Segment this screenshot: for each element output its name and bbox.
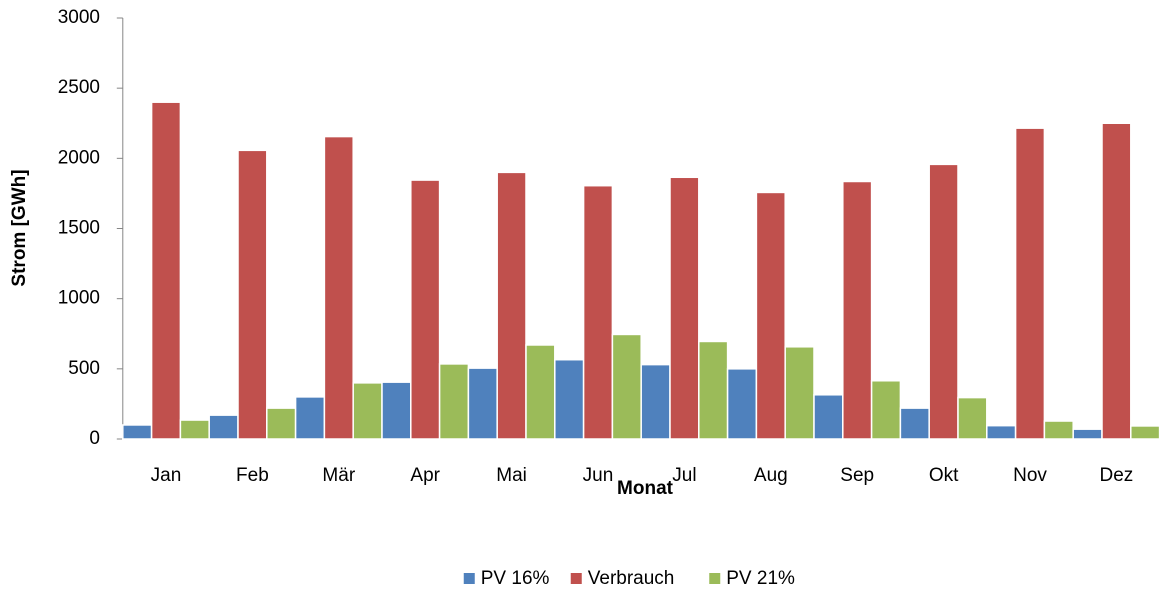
x-tick-label: Mai — [496, 465, 527, 486]
legend-label: PV 16% — [481, 568, 550, 589]
y-tick-label: 2000 — [58, 147, 100, 168]
bar — [525, 344, 556, 440]
bar — [986, 424, 1017, 440]
x-tick-label: Nov — [1013, 465, 1047, 486]
bar — [726, 368, 758, 440]
legend-swatch — [570, 573, 582, 584]
bar — [928, 163, 959, 440]
x-axis-title: Monat — [617, 478, 674, 499]
legend-label: Verbrauch — [588, 568, 675, 589]
bar — [1043, 420, 1074, 440]
y-tick-label: 500 — [68, 358, 100, 379]
x-tick-label: Mär — [322, 465, 355, 486]
bar — [957, 396, 988, 440]
y-axis-title: Strom [GWh] — [9, 169, 30, 286]
x-tick-label: Aug — [754, 465, 788, 486]
y-tick-label: 3000 — [58, 7, 100, 28]
bar — [352, 382, 383, 440]
x-tick-label: Jun — [583, 465, 614, 486]
bar — [467, 367, 498, 440]
legend-swatch — [709, 573, 721, 584]
bar — [1130, 425, 1161, 440]
bar — [496, 171, 527, 440]
y-tick-label: 1500 — [58, 218, 100, 239]
bar — [755, 191, 786, 440]
x-tick-label: Sep — [840, 465, 874, 486]
bar — [698, 340, 729, 440]
y-tick-label: 0 — [89, 428, 100, 449]
bar — [611, 333, 642, 440]
x-tick-label: Apr — [410, 465, 440, 486]
bar — [640, 363, 671, 440]
x-tick-label: Jul — [672, 465, 696, 486]
bar — [237, 149, 268, 440]
bar — [870, 380, 902, 440]
bar — [122, 424, 153, 440]
y-tick-label: 2500 — [58, 77, 100, 98]
bar — [438, 363, 470, 440]
legend-label: PV 21% — [726, 568, 795, 589]
x-tick-label: Okt — [929, 465, 959, 486]
bar — [899, 407, 930, 440]
bar — [150, 101, 182, 440]
bar — [1014, 127, 1046, 440]
legend-swatch — [463, 573, 475, 584]
bar — [784, 346, 815, 440]
bar — [266, 407, 297, 440]
bar — [381, 381, 412, 440]
x-tick-label: Jan — [151, 465, 182, 486]
x-tick-label: Dez — [1100, 465, 1134, 486]
bar — [323, 135, 354, 440]
bar — [669, 176, 700, 440]
y-tick-label: 1000 — [58, 288, 100, 309]
bar — [554, 358, 585, 440]
bar — [813, 394, 844, 440]
bar — [410, 179, 441, 440]
bar — [582, 184, 614, 440]
bar — [294, 396, 326, 440]
x-tick-label: Feb — [236, 465, 269, 486]
bar — [1072, 428, 1103, 440]
bar — [208, 414, 239, 440]
bar — [842, 180, 873, 440]
bar — [179, 419, 210, 440]
bar — [1101, 122, 1132, 440]
